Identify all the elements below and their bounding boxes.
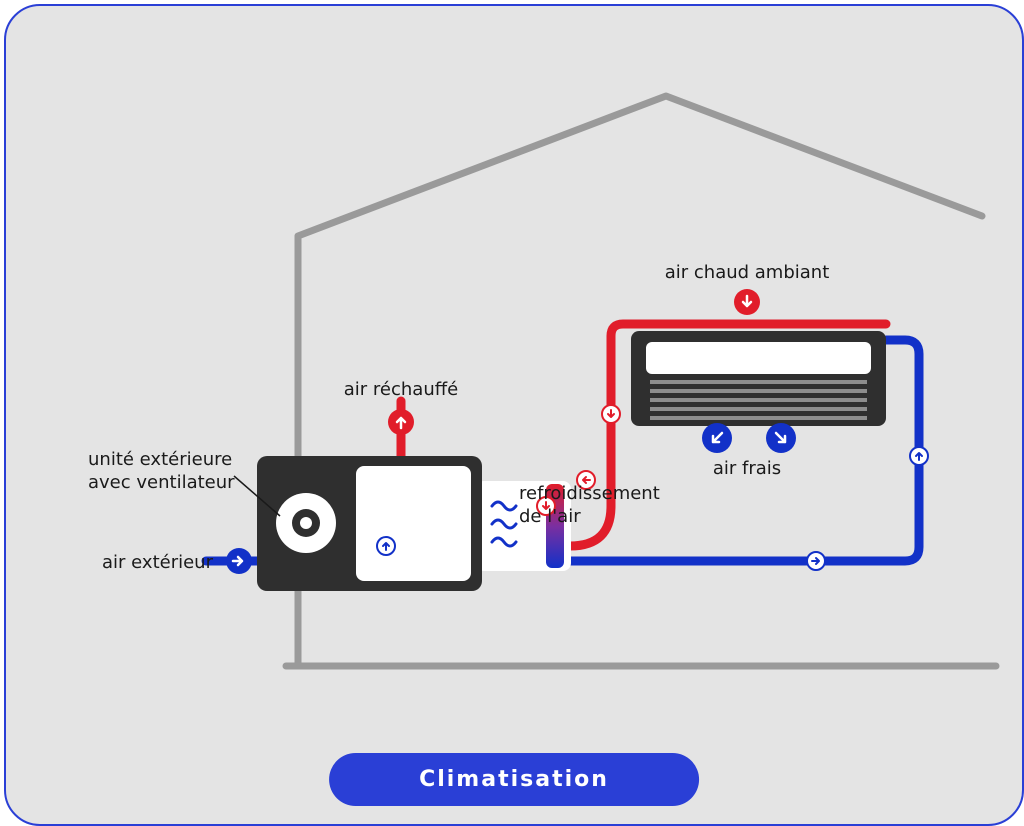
label-air-heated: air réchauffé [344, 379, 458, 402]
title-pill: Climatisation [329, 753, 699, 806]
label-air-hot-ambient: air chaud ambiant [665, 262, 830, 285]
arrow-fresh-1 [702, 423, 732, 453]
label-exterior-air: air extérieur [102, 552, 213, 575]
arrow-fresh-2 [766, 423, 796, 453]
label-air-fresh: air frais [713, 458, 781, 481]
arrow-cold-right [807, 552, 825, 570]
arrow-cold-thin-up [377, 537, 395, 555]
diagram-svg [6, 6, 1022, 824]
arrow-cold-up [910, 447, 928, 465]
arrow-hot-pipe-down [602, 405, 620, 423]
outdoor-unit [257, 456, 482, 591]
diagram-card: unité extérieure avec ventilateur air ex… [4, 4, 1024, 826]
arrow-hot-ambient-down [734, 289, 760, 315]
arrow-heated-up [388, 409, 414, 435]
indoor-unit [631, 331, 886, 426]
label-air-cooling: refroidissement de l'air [519, 483, 660, 528]
label-exterior-unit: unité extérieure avec ventilateur [88, 449, 235, 494]
arrow-ext-air-in [226, 548, 252, 574]
